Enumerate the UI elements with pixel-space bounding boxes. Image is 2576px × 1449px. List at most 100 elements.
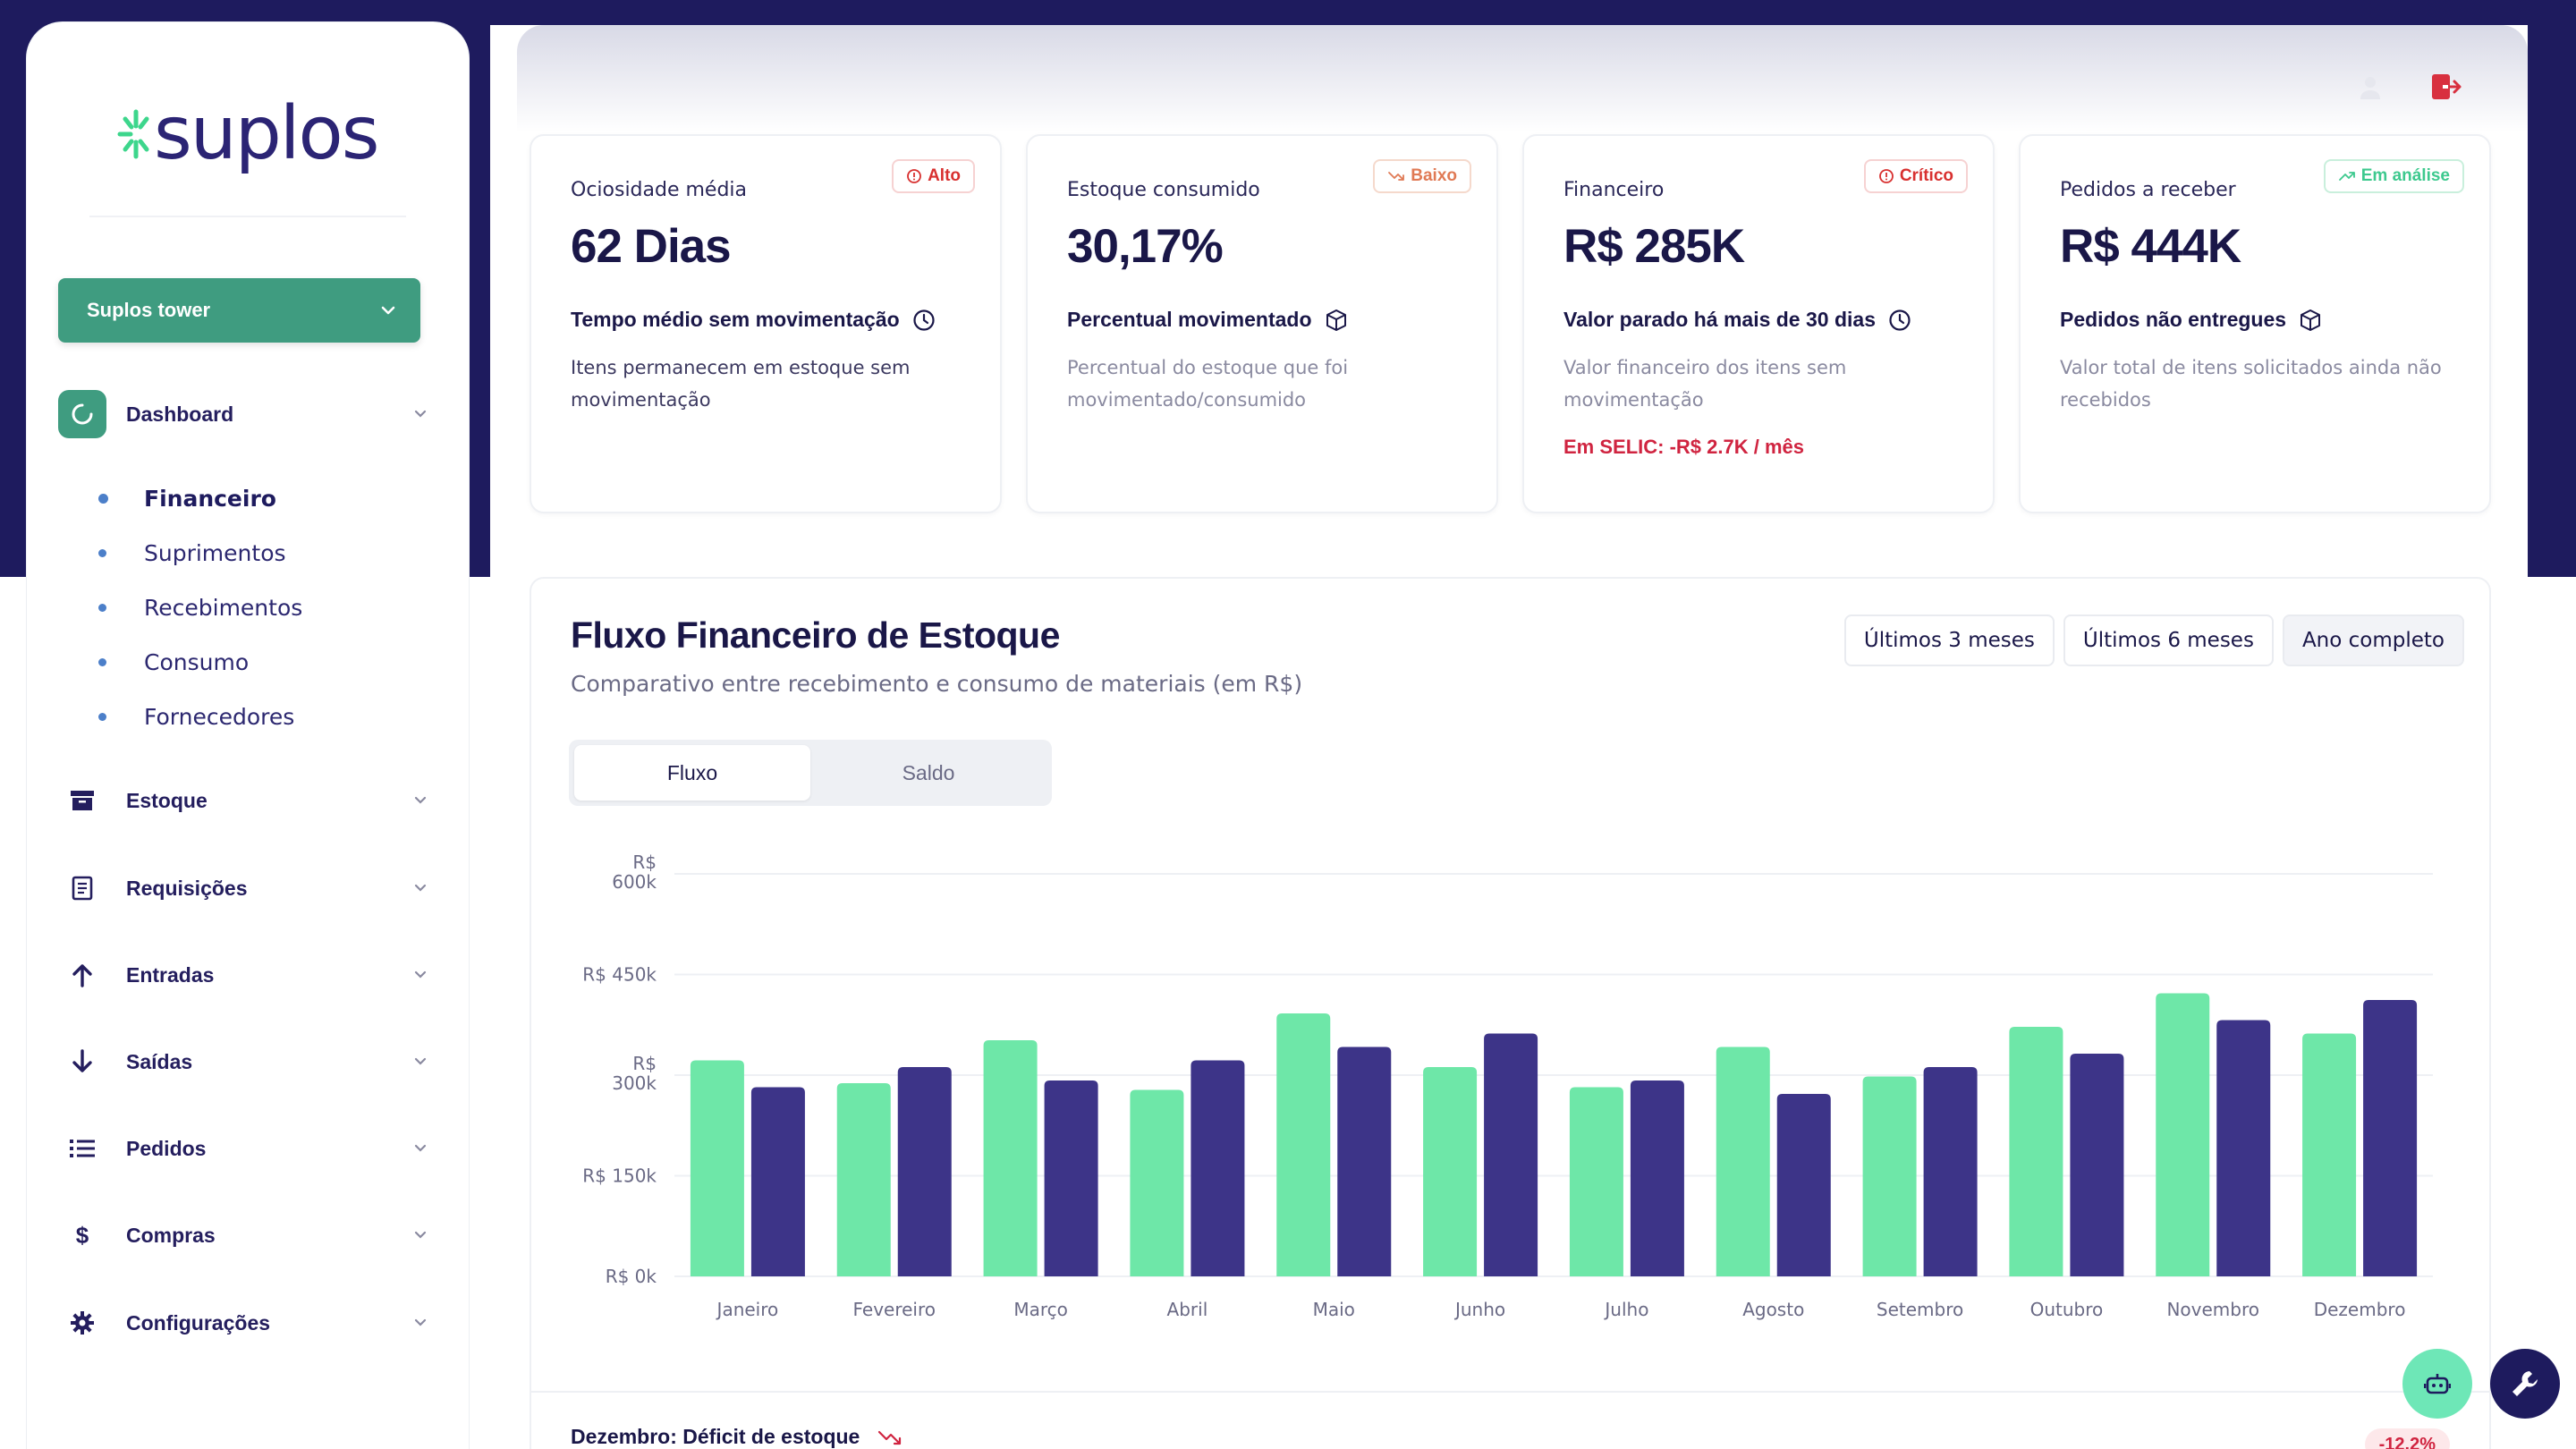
logo[interactable]: suplos bbox=[116, 97, 379, 171]
nav-label: Configurações bbox=[126, 1310, 271, 1335]
trend-down-icon bbox=[1388, 172, 1405, 181]
bar[interactable] bbox=[897, 1067, 952, 1276]
bar[interactable] bbox=[1130, 1089, 1184, 1277]
divider bbox=[531, 1391, 2489, 1393]
document-icon bbox=[58, 864, 106, 912]
y-tick-label: 600k bbox=[612, 871, 657, 893]
user-icon[interactable] bbox=[2357, 74, 2384, 101]
sub-item-label: Financeiro bbox=[144, 485, 276, 512]
card-subtitle: Valor parado há mais de 30 dias bbox=[1563, 308, 1953, 332]
bar[interactable] bbox=[2302, 1033, 2357, 1277]
card-title: Pedidos a receber bbox=[2060, 179, 2236, 201]
chevron-down-icon bbox=[407, 1140, 434, 1157]
box-icon bbox=[1326, 309, 1346, 331]
sub-item-consumo[interactable]: Consumo bbox=[98, 644, 249, 680]
card-description: Percentual do estoque que foi movimentad… bbox=[1067, 357, 1349, 411]
bar[interactable] bbox=[1923, 1067, 1978, 1276]
range-6-months-button[interactable]: Últimos 6 meses bbox=[2063, 614, 2274, 666]
card-subtitle-text: Tempo médio sem movimentação bbox=[571, 308, 900, 331]
bar[interactable] bbox=[2009, 1027, 2063, 1276]
chart-subtitle: Comparativo entre recebimento e consumo … bbox=[571, 671, 1303, 697]
company-label: Suplos tower bbox=[87, 299, 211, 321]
sub-item-label: Suprimentos bbox=[144, 539, 286, 566]
x-tick-label: Setembro bbox=[1877, 1299, 1963, 1320]
footer-text: Dezembro: Déficit de estoque bbox=[571, 1425, 860, 1448]
y-tick-label: R$ bbox=[632, 852, 657, 873]
bar[interactable] bbox=[1569, 1087, 1623, 1277]
tab-fluxo[interactable]: Fluxo bbox=[574, 745, 810, 801]
bar[interactable] bbox=[1276, 1013, 1331, 1276]
card-subtitle-text: Percentual movimentado bbox=[1067, 308, 1312, 331]
bar[interactable] bbox=[1716, 1046, 1770, 1277]
chart-footer: Dezembro: Déficit de estoque bbox=[571, 1425, 902, 1449]
bar[interactable] bbox=[2156, 993, 2210, 1277]
chevron-down-icon bbox=[407, 879, 434, 897]
dollar-icon: $ bbox=[75, 1221, 89, 1249]
x-tick-label: Outubro bbox=[2030, 1299, 2104, 1320]
card-value: 62 Dias bbox=[571, 220, 732, 273]
bar[interactable] bbox=[690, 1060, 744, 1277]
nav-configuracoes[interactable]: Configurações bbox=[58, 1297, 434, 1349]
bullet bbox=[98, 657, 106, 666]
nav-requisicoes[interactable]: Requisições bbox=[58, 862, 434, 914]
sub-item-recebimentos[interactable]: Recebimentos bbox=[98, 589, 302, 625]
status-badge: Alto bbox=[892, 159, 975, 193]
nav-label: Requisições bbox=[126, 876, 248, 900]
bar[interactable] bbox=[983, 1040, 1038, 1276]
sub-item-fornecedores[interactable]: Fornecedores bbox=[98, 699, 294, 734]
dashboard-icon bbox=[58, 390, 106, 438]
nav-entradas[interactable]: Entradas bbox=[58, 949, 434, 1001]
sub-item-label: Consumo bbox=[144, 648, 250, 675]
card-value: 30,17% bbox=[1067, 220, 1224, 273]
nav-label: Entradas bbox=[126, 962, 215, 987]
tools-button[interactable] bbox=[2490, 1349, 2560, 1419]
nav-estoque[interactable]: Estoque bbox=[58, 775, 434, 826]
chatbot-button[interactable] bbox=[2402, 1349, 2472, 1419]
bar[interactable] bbox=[1484, 1033, 1538, 1277]
bar[interactable] bbox=[2070, 1054, 2124, 1276]
company-selector[interactable]: Suplos tower bbox=[58, 278, 420, 343]
range-full-year-button[interactable]: Ano completo bbox=[2282, 614, 2464, 666]
sub-item-suprimentos[interactable]: Suprimentos bbox=[98, 535, 286, 571]
clock-icon bbox=[1889, 309, 1911, 331]
nav-saidas[interactable]: Saídas bbox=[58, 1036, 434, 1088]
bar[interactable] bbox=[1337, 1046, 1392, 1277]
bar[interactable] bbox=[750, 1087, 805, 1277]
nav-compras[interactable]: $ Compras bbox=[58, 1209, 434, 1261]
nav-dashboard[interactable]: Dashboard bbox=[58, 388, 434, 440]
kpi-card-financeiro: Crítico Financeiro R$ 285K Valor parado … bbox=[1522, 134, 1995, 513]
archive-icon bbox=[58, 776, 106, 825]
sidebar: suplos Suplos tower Dashboard Financeiro… bbox=[27, 22, 469, 1449]
badge-label: Baixo bbox=[1411, 166, 1457, 185]
bar[interactable] bbox=[2216, 1020, 2271, 1277]
bar[interactable] bbox=[1862, 1076, 1917, 1277]
bar[interactable] bbox=[2363, 1000, 2418, 1276]
arrow-down-icon bbox=[58, 1038, 106, 1086]
nav-pedidos[interactable]: Pedidos bbox=[58, 1123, 434, 1174]
nav-dashboard-label: Dashboard bbox=[126, 402, 234, 426]
badge-label: Alto bbox=[928, 166, 961, 185]
bar[interactable] bbox=[1776, 1094, 1831, 1276]
robot-icon bbox=[2424, 1374, 2451, 1394]
bar[interactable] bbox=[1044, 1080, 1098, 1276]
x-tick-label: Julho bbox=[1603, 1299, 1648, 1320]
card-subtitle-text: Valor parado há mais de 30 dias bbox=[1563, 308, 1876, 331]
bar[interactable] bbox=[1423, 1067, 1478, 1276]
bar[interactable] bbox=[1191, 1060, 1245, 1277]
chevron-down-icon bbox=[407, 966, 434, 984]
clock-icon bbox=[913, 309, 935, 331]
y-tick-label: R$ 150k bbox=[582, 1165, 657, 1187]
kpi-card-estoque-consumido: Baixo Estoque consumido 30,17% Percentua… bbox=[1026, 134, 1498, 513]
bar[interactable] bbox=[1630, 1080, 1684, 1276]
nav-label: Estoque bbox=[126, 788, 208, 812]
x-tick-label: Abril bbox=[1167, 1299, 1208, 1320]
card-description: Valor total de itens solicitados ainda n… bbox=[2060, 357, 2442, 411]
logout-icon[interactable] bbox=[2430, 72, 2462, 102]
range-3-months-button[interactable]: Últimos 3 meses bbox=[1843, 614, 2055, 666]
x-tick-label: Junho bbox=[1453, 1299, 1505, 1320]
bullet bbox=[98, 603, 106, 612]
bar[interactable] bbox=[836, 1083, 891, 1276]
tab-saldo[interactable]: Saldo bbox=[902, 760, 955, 784]
sub-item-label: Recebimentos bbox=[144, 594, 303, 621]
sub-item-financeiro[interactable]: Financeiro bbox=[98, 480, 276, 516]
